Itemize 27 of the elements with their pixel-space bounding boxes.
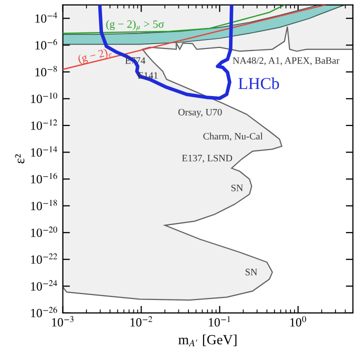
x-tick-label: 10$^{−2}$ xyxy=(130,316,152,327)
x-tick-label: 10$^{−3}$ xyxy=(52,316,74,327)
y-axis-title: ε² xyxy=(15,154,24,164)
y-tick-label: 10$^{−6}$ xyxy=(35,38,58,50)
y-tick-label: 10$^{−8}$ xyxy=(35,66,57,76)
annotation: Orsay, U70 xyxy=(178,108,222,118)
series-label: LHCb xyxy=(238,77,279,90)
y-tick-label: 10$^{−22}$ xyxy=(31,253,58,264)
x-axis-title: m$_{A′}$ [GeV] xyxy=(178,334,236,346)
y-tick-label: 10$^{−26}$ xyxy=(31,306,58,318)
x-tick-label: 10$^{0}$ xyxy=(290,316,306,327)
annotation: E137, LSND xyxy=(182,154,232,163)
annotation: SN xyxy=(246,268,258,276)
y-tick-label: 10$^{−18}$ xyxy=(31,200,57,210)
y-tick-label: 10$^{−4}$ xyxy=(35,12,58,23)
annotation: Charm, Nu-Cal xyxy=(203,132,263,141)
y-tick-label: 10$^{−20}$ xyxy=(31,226,58,237)
x-tick-label: 10$^{−1}$ xyxy=(208,316,230,327)
annotation: SN xyxy=(231,184,243,192)
series-label: (g − 2)$_{μ}$ > 5σ xyxy=(106,20,164,31)
y-tick-label: 10$^{−24}$ xyxy=(31,280,58,291)
y-tick-label: 10$^{−12}$ xyxy=(31,119,58,130)
y-tick-label: 10$^{−10}$ xyxy=(31,92,58,104)
y-tick-label: 10$^{−16}$ xyxy=(31,172,58,184)
annotation: NA48/2, A1, APEX, BaBar xyxy=(232,57,340,66)
y-tick-label: 10$^{−14}$ xyxy=(31,146,58,157)
text: (g − 2)$_{e}$ xyxy=(78,47,112,65)
